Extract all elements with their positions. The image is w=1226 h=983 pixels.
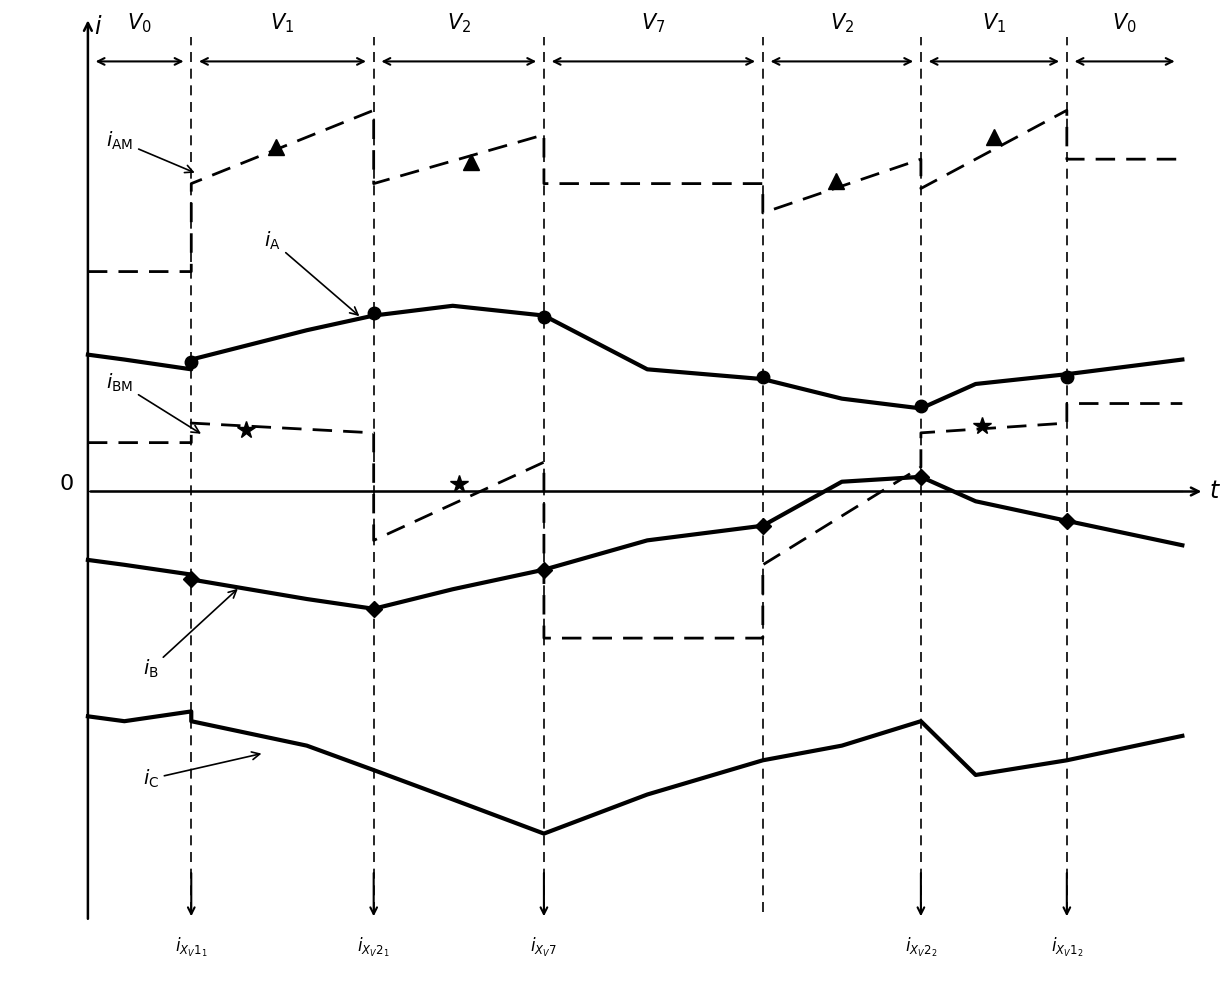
- Text: $i_{\mathrm{B}}$: $i_{\mathrm{B}}$: [142, 590, 237, 680]
- Text: $i_{\mathrm{AM}}$: $i_{\mathrm{AM}}$: [107, 130, 192, 173]
- Text: $i_{\mathrm{C}}$: $i_{\mathrm{C}}$: [142, 752, 260, 790]
- Text: $t$: $t$: [1209, 480, 1221, 503]
- Text: $V_2$: $V_2$: [830, 11, 855, 34]
- Text: $V_2$: $V_2$: [446, 11, 471, 34]
- Text: $i_{X_V1_2}$: $i_{X_V1_2}$: [1051, 936, 1083, 959]
- Text: $i_{\mathrm{A}}$: $i_{\mathrm{A}}$: [265, 230, 358, 315]
- Text: $V_1$: $V_1$: [271, 11, 294, 34]
- Text: $i_{X_V2_2}$: $i_{X_V2_2}$: [905, 936, 937, 959]
- Text: $i_{\mathrm{BM}}$: $i_{\mathrm{BM}}$: [107, 372, 200, 433]
- Text: $i_{X_V1_1}$: $i_{X_V1_1}$: [175, 936, 207, 959]
- Text: $i_{X_V2_1}$: $i_{X_V2_1}$: [358, 936, 390, 959]
- Text: $V_0$: $V_0$: [128, 11, 152, 34]
- Text: $V_0$: $V_0$: [1112, 11, 1137, 34]
- Text: $0$: $0$: [59, 474, 74, 494]
- Text: $V_7$: $V_7$: [641, 11, 666, 34]
- Text: $i_{X_V7}$: $i_{X_V7}$: [531, 936, 558, 959]
- Text: $V_1$: $V_1$: [982, 11, 1007, 34]
- Text: $i$: $i$: [94, 15, 103, 39]
